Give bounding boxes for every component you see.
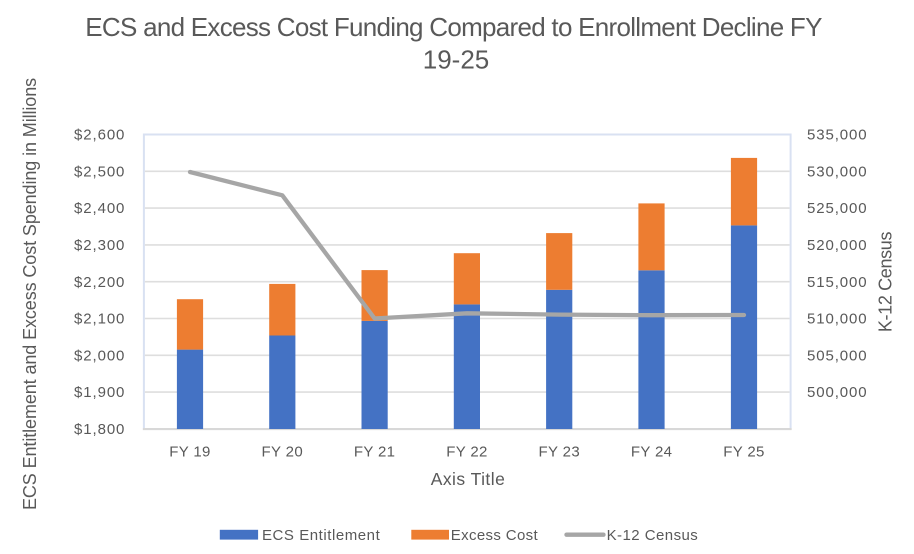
svg-text:Excess Cost: Excess Cost xyxy=(451,527,539,544)
svg-text:$2,000: $2,000 xyxy=(74,347,125,364)
svg-text:FY 20: FY 20 xyxy=(262,444,304,461)
svg-text:510,000: 510,000 xyxy=(807,311,868,328)
svg-text:FY 21: FY 21 xyxy=(354,444,396,461)
svg-text:505,000: 505,000 xyxy=(807,347,868,364)
svg-text:$2,400: $2,400 xyxy=(74,200,125,217)
svg-text:Axis Title: Axis Title xyxy=(431,469,506,489)
svg-text:525,000: 525,000 xyxy=(807,200,868,217)
svg-text:$2,500: $2,500 xyxy=(74,163,125,180)
svg-text:530,000: 530,000 xyxy=(807,163,868,180)
svg-text:$1,800: $1,800 xyxy=(74,421,125,438)
svg-text:FY 24: FY 24 xyxy=(631,444,673,461)
svg-text:500,000: 500,000 xyxy=(807,384,868,401)
svg-text:ECS Entitlement and Excess Cos: ECS Entitlement and Excess Cost Spending… xyxy=(20,78,40,510)
svg-text:K-12 Census: K-12 Census xyxy=(607,527,699,544)
svg-text:$2,100: $2,100 xyxy=(74,311,125,328)
svg-text:$1,900: $1,900 xyxy=(74,384,125,401)
svg-text:FY 23: FY 23 xyxy=(539,444,581,461)
svg-text:$2,200: $2,200 xyxy=(74,274,125,291)
svg-text:FY 19: FY 19 xyxy=(169,444,211,461)
svg-text:520,000: 520,000 xyxy=(807,237,868,254)
svg-text:FY 22: FY 22 xyxy=(446,444,488,461)
svg-text:FY 25: FY 25 xyxy=(723,444,765,461)
svg-text:ECS Entitlement: ECS Entitlement xyxy=(262,527,381,544)
svg-text:$2,300: $2,300 xyxy=(74,237,125,254)
svg-text:515,000: 515,000 xyxy=(807,274,868,291)
svg-text:535,000: 535,000 xyxy=(807,127,868,144)
svg-text:$2,600: $2,600 xyxy=(74,127,125,144)
svg-text:ECS and Excess Cost Funding Co: ECS and Excess Cost Funding Compared to … xyxy=(85,12,822,42)
svg-text:K-12 Census: K-12 Census xyxy=(875,232,895,333)
svg-text:19-25: 19-25 xyxy=(423,45,490,75)
